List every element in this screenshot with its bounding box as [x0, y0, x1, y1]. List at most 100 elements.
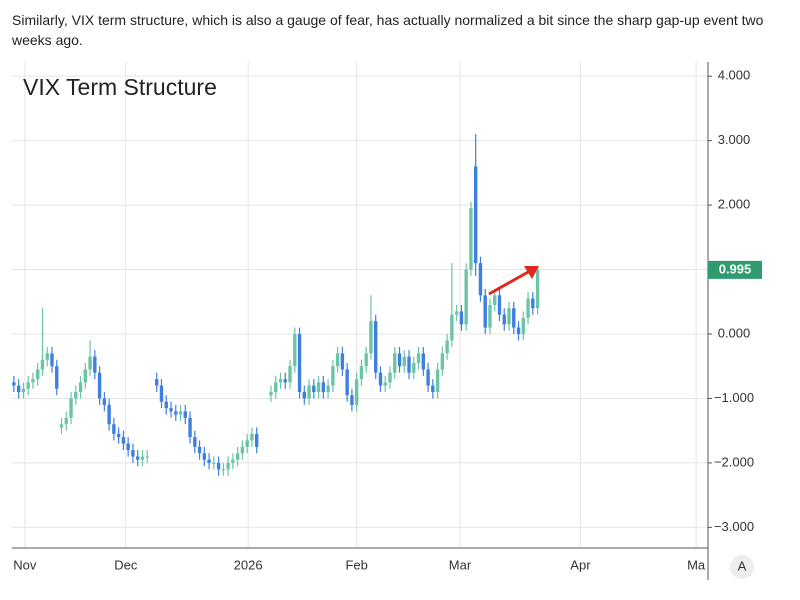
candle-body — [183, 411, 187, 418]
candle-body — [50, 353, 54, 367]
y-tick-label: −2.000 — [714, 454, 754, 469]
candle-body — [126, 443, 130, 451]
candle-body — [412, 363, 416, 373]
candle-body — [178, 411, 183, 415]
candle-body — [102, 398, 107, 405]
last-value-box — [708, 260, 762, 279]
candle-body — [473, 166, 478, 264]
candle-body — [312, 385, 316, 393]
intro-text: Similarly, VIX term structure, which is … — [12, 12, 764, 48]
candle-body — [402, 356, 406, 367]
auto-button[interactable] — [730, 555, 754, 579]
arrow-head — [524, 266, 539, 279]
candle-body — [174, 411, 178, 415]
candle-body — [326, 385, 330, 393]
candle-body — [293, 334, 297, 367]
candle-body — [135, 456, 140, 460]
candle-body — [155, 379, 159, 386]
candle-body — [435, 369, 440, 393]
candle-body — [297, 334, 302, 393]
candle-body — [383, 382, 387, 386]
candle-body — [59, 424, 64, 428]
candle-body — [478, 263, 483, 296]
candle-body — [221, 469, 226, 471]
candle-body — [159, 385, 164, 402]
candle-body — [493, 295, 497, 305]
candle-body — [112, 424, 116, 434]
candle-body — [335, 353, 340, 367]
x-tick-label: Nov — [13, 557, 37, 572]
candle-body — [93, 356, 97, 373]
candle-body — [240, 446, 245, 454]
candle-body — [526, 298, 530, 318]
candle-body — [488, 305, 492, 328]
candle-body — [107, 404, 111, 425]
candle-body — [131, 450, 135, 457]
candle-body — [454, 311, 459, 315]
candle-body — [497, 295, 502, 315]
candle-body — [83, 369, 88, 383]
candle-body — [97, 372, 102, 399]
candle-body — [216, 462, 221, 470]
candle-body — [31, 379, 35, 383]
candle-body — [140, 456, 145, 460]
candle-body — [531, 298, 535, 309]
y-tick-label: 3.000 — [718, 132, 751, 147]
candle-body — [359, 366, 364, 380]
candle-body — [254, 433, 259, 447]
candle-body — [483, 295, 487, 328]
x-tick-label: Apr — [570, 557, 591, 572]
candle-body — [374, 321, 378, 373]
candle-body — [164, 401, 168, 409]
candle-body — [45, 353, 49, 360]
candle-body — [469, 208, 473, 270]
candle-body — [36, 369, 40, 380]
candle-body — [64, 417, 68, 425]
candle-body — [212, 462, 216, 464]
candle-body — [340, 353, 345, 370]
candle-body — [78, 382, 83, 393]
candle-body — [431, 385, 435, 393]
candle-body — [274, 382, 278, 393]
candle-body — [445, 340, 449, 354]
candle-body — [226, 462, 230, 470]
candle-body — [416, 353, 421, 364]
candles — [12, 134, 540, 476]
grid — [12, 62, 708, 548]
x-tick-label: Feb — [345, 557, 367, 572]
candle-body — [350, 395, 354, 405]
chart-title: VIX Term Structure — [23, 74, 217, 100]
y-tick-label: 2.000 — [718, 197, 751, 212]
candle-body — [388, 372, 392, 383]
candle-body — [369, 321, 373, 354]
annotation-arrow — [488, 266, 539, 296]
candle-body — [535, 269, 540, 309]
candle-body — [288, 366, 292, 383]
arrow-shaft — [488, 269, 531, 296]
candle-body — [269, 392, 273, 396]
candle-body — [202, 453, 207, 460]
candle-body — [278, 379, 283, 383]
candle-body — [450, 314, 454, 341]
candle-body — [507, 308, 511, 325]
candle-body — [69, 398, 73, 418]
candle-body — [74, 392, 78, 399]
candle-body — [321, 382, 326, 393]
candle-body — [40, 359, 45, 370]
candle-body — [283, 379, 287, 383]
last-value-tag: 0.995 — [708, 260, 762, 279]
candle-body — [121, 437, 126, 444]
candle-body — [464, 269, 468, 325]
candle-body — [302, 392, 307, 399]
candle-body — [188, 417, 192, 438]
candle-body — [440, 353, 445, 370]
auto-button-label[interactable]: A — [738, 558, 747, 573]
axes: 4.0003.0002.0001.0000.000−1.000−2.000−3.… — [13, 68, 754, 573]
candle-body — [169, 408, 173, 412]
candle-body — [88, 356, 92, 370]
candle-body — [231, 459, 235, 463]
candle-body — [55, 366, 59, 389]
candle-body — [407, 356, 411, 373]
